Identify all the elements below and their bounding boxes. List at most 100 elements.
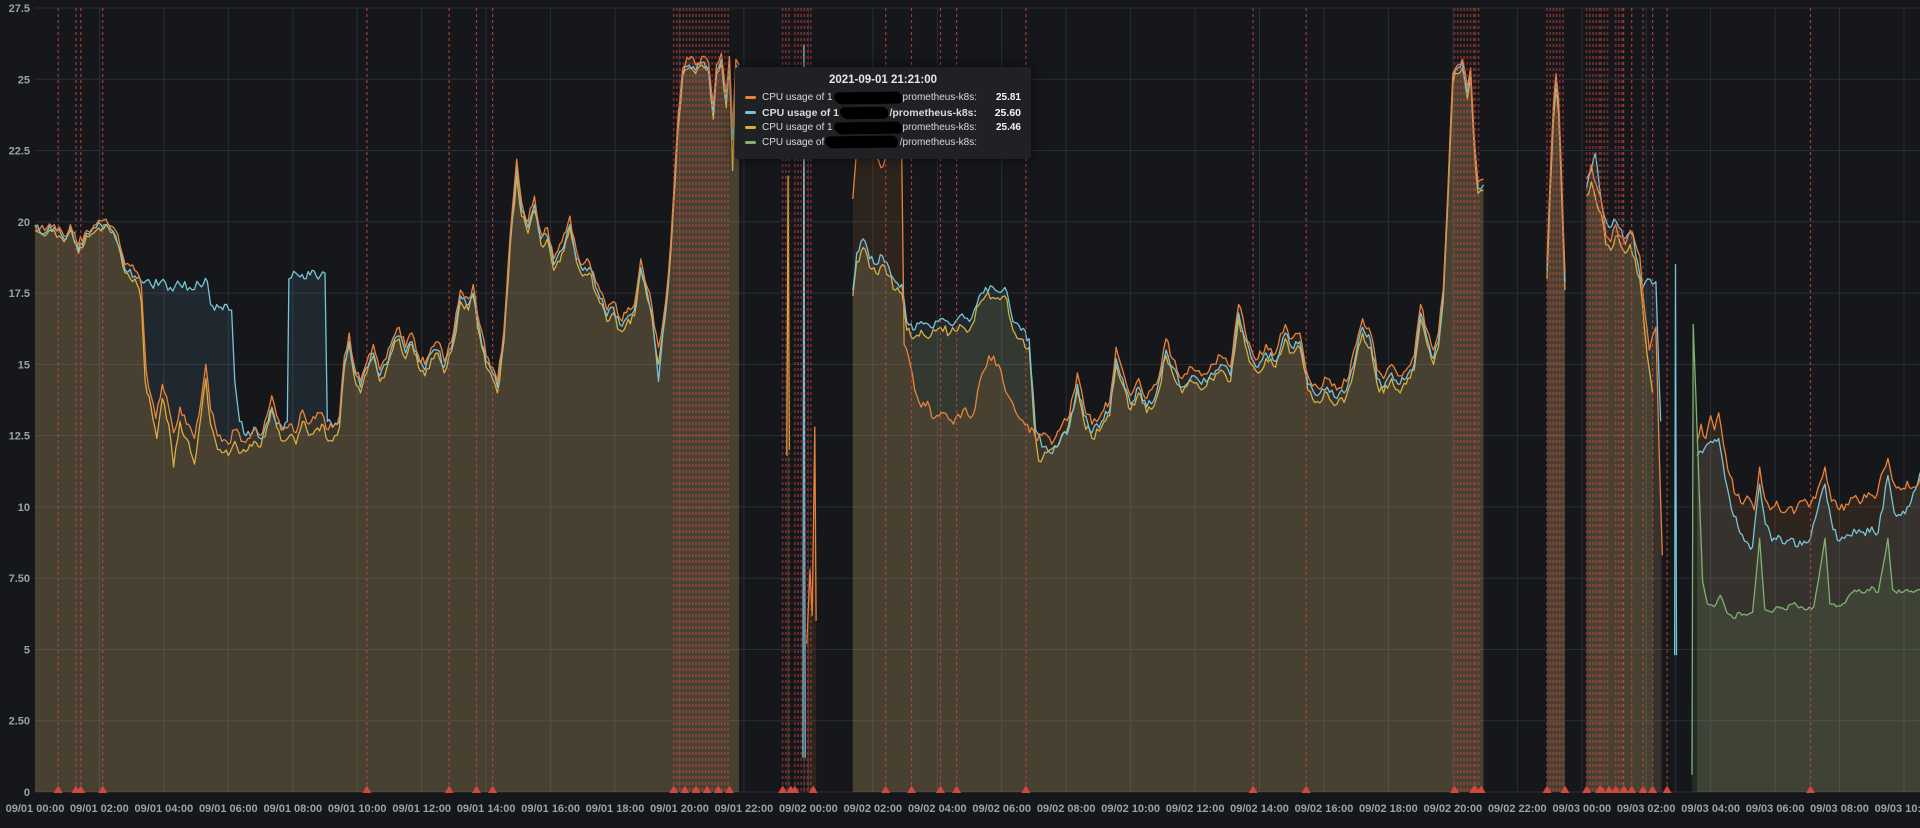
series-label-prefix: CPU usage of 1 [762, 106, 840, 119]
annotation-marker-icon[interactable] [881, 785, 891, 794]
annotation-marker-icon[interactable] [1596, 785, 1606, 794]
tooltip-series-row: CPU usage of /prometheus-k8s: [745, 137, 1021, 148]
series-label-suffix: prometheus-k8s: [902, 122, 977, 133]
annotation-lines[interactable] [57, 8, 1812, 792]
annotation-marker-icon[interactable] [1248, 785, 1258, 794]
x-tick-label: 09/03 00:00 [1552, 803, 1611, 815]
annotation-marker-icon[interactable] [1611, 785, 1621, 794]
x-tick-label: 09/01 04:00 [135, 803, 194, 815]
series-value: 25.81 [995, 92, 1021, 103]
x-tick-label: 09/02 04:00 [908, 803, 967, 815]
annotation-marker-icon[interactable] [724, 785, 734, 794]
annotation-marker-icon[interactable] [472, 785, 481, 794]
tooltip-timestamp: 2021-09-01 21:21:00 [828, 74, 938, 86]
series-area-yellow [852, 67, 1484, 792]
annotation-marker-icon[interactable] [1476, 785, 1486, 794]
redacted-text [840, 107, 888, 118]
y-tick-label: 10 [18, 502, 30, 514]
series-area-orange [35, 53, 740, 793]
annotation-marker-icon[interactable] [808, 785, 818, 794]
annotation-marker-icon[interactable] [691, 785, 701, 794]
annotation-marker-icon[interactable] [76, 785, 86, 794]
annotation-marker-icon[interactable] [1560, 785, 1570, 794]
annotation-marker-icon[interactable] [1301, 785, 1311, 794]
annotation-marker-icon[interactable] [1582, 785, 1592, 794]
axis-labels: 27.5 25 22.5 20 17.5 15 12.5 10 7.50 5 2.50 0 09/01 … [6, 3, 1920, 815]
annotation-marker-icon[interactable] [1021, 785, 1031, 794]
y-tick-label: 17.5 [9, 288, 30, 300]
annotation-markers[interactable] [53, 785, 1815, 794]
series-area-orange [1586, 164, 1663, 793]
series-area-blue [35, 59, 740, 793]
series-area-blue [852, 62, 1484, 792]
x-tick-label: 09/01 02:00 [70, 803, 129, 815]
x-tick-label: 09/02 16:00 [1295, 803, 1354, 815]
series-value: 25.60 [994, 106, 1021, 119]
y-tick-label: 12.5 [9, 431, 30, 443]
series-label-suffix: prometheus-k8s: [902, 92, 977, 103]
annotation-marker-icon[interactable] [952, 785, 962, 794]
annotation-marker-icon[interactable] [1662, 785, 1672, 794]
series-area-orange [852, 59, 1484, 793]
annotation-marker-icon[interactable] [713, 785, 723, 794]
x-tick-label: 09/03 04:00 [1681, 803, 1740, 815]
x-tick-label: 09/02 00:00 [779, 803, 838, 815]
x-tick-label: 09/01 10:00 [328, 803, 387, 815]
y-tick-label: 7.50 [9, 573, 30, 585]
annotation-marker-icon[interactable] [488, 785, 498, 794]
x-tick-label: 09/01 12:00 [392, 803, 451, 815]
annotation-marker-icon[interactable] [98, 785, 108, 794]
x-tick-label: 09/01 06:00 [199, 803, 258, 815]
annotation-marker-icon[interactable] [702, 785, 712, 794]
x-tick-label: 09/02 10:00 [1101, 803, 1160, 815]
y-tick-label: 22.5 [9, 146, 30, 158]
tooltip-series-row: CPU usage of 1 /prometheus-k8s: 25.60 [745, 107, 1021, 119]
y-tick-label: 0 [24, 787, 30, 799]
annotation-marker-icon[interactable] [1627, 785, 1637, 794]
x-tick-label: 09/02 18:00 [1359, 803, 1418, 815]
series-label-suffix: /prometheus-k8s: [889, 106, 977, 119]
series-label-suffix: /prometheus-k8s: [899, 136, 977, 148]
annotation-marker-icon[interactable] [669, 785, 679, 794]
annotation-marker-icon[interactable] [790, 785, 800, 794]
annotation-marker-icon[interactable] [362, 785, 372, 794]
x-tick-label: 09/01 08:00 [263, 803, 322, 815]
annotation-marker-icon[interactable] [680, 785, 690, 794]
x-tick-label: 09/01 20:00 [650, 803, 709, 815]
x-tick-label: 09/03 06:00 [1746, 803, 1805, 815]
annotation-marker-icon[interactable] [1542, 785, 1552, 794]
annotation-marker-icon[interactable] [1638, 785, 1648, 794]
y-tick-label: 2.50 [9, 716, 30, 728]
x-tick-label: 09/01 18:00 [586, 803, 645, 815]
x-tick-label: 09/03 02:00 [1617, 803, 1676, 815]
annotation-marker-icon[interactable] [1604, 785, 1614, 794]
annotation-marker-icon[interactable] [1806, 785, 1815, 794]
series-area-green [1692, 324, 1920, 792]
tooltip-series-row: CPU usage of 1 prometheus-k8s: 25.46 [745, 122, 1021, 133]
annotation-marker-icon[interactable] [1619, 785, 1629, 794]
annotation-marker-icon[interactable] [907, 785, 916, 794]
annotation-marker-icon[interactable] [1648, 785, 1658, 794]
redacted-text [826, 136, 898, 148]
series-value: 25.46 [995, 122, 1021, 133]
tooltip-series-row: CPU usage of 1 prometheus-k8s: 25.81 [745, 92, 1021, 103]
x-tick-label: 09/01 14:00 [457, 803, 516, 815]
series-color-dash-icon [745, 96, 756, 99]
annotation-marker-icon[interactable] [53, 785, 63, 794]
annotation-marker-icon[interactable] [444, 785, 454, 794]
x-tick-label: 09/02 02:00 [843, 803, 902, 815]
series-line-yellow [1586, 181, 1654, 393]
annotation-marker-icon[interactable] [1470, 785, 1480, 794]
series-color-dash-icon [745, 126, 756, 129]
grid-lines [35, 7, 1920, 793]
annotation-marker-icon[interactable] [778, 785, 788, 794]
redacted-text [834, 122, 901, 133]
series-area-orange [1547, 73, 1565, 793]
y-tick-label: 25 [18, 74, 30, 86]
series-label-prefix: CPU usage of 1 [762, 92, 833, 103]
annotation-marker-icon[interactable] [936, 785, 945, 794]
annotation-marker-icon[interactable] [1450, 785, 1459, 794]
series-label-prefix: CPU usage of 1 [762, 122, 833, 133]
x-tick-label: 09/03 10:00 [1875, 803, 1920, 815]
